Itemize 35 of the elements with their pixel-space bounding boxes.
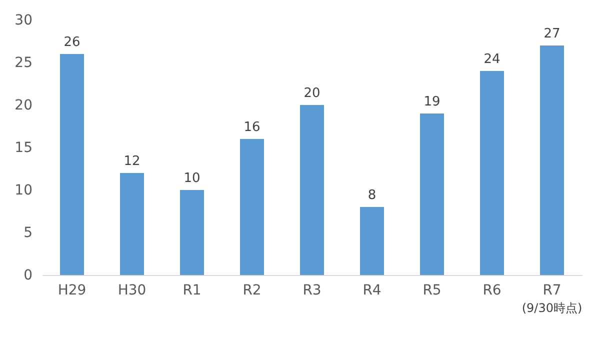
bar [480, 71, 504, 275]
bar [540, 46, 564, 275]
y-tick-label: 10 [14, 182, 32, 198]
bar [360, 207, 384, 275]
x-tick-label: R1 [182, 282, 202, 298]
x-tick-label: R7 [542, 282, 562, 298]
data-label: 10 [184, 171, 200, 186]
y-tick-label: 0 [24, 268, 32, 284]
x-tick-label: R6 [482, 282, 502, 298]
y-tick-label: 5 [24, 225, 32, 241]
data-label: 19 [424, 94, 440, 110]
data-label: 24 [484, 52, 500, 67]
data-label: 27 [544, 26, 560, 42]
x-tick-label: H29 [58, 282, 86, 298]
bar [120, 173, 144, 275]
data-label: 12 [124, 154, 140, 169]
x-tick-label: R5 [422, 282, 442, 298]
x-tick-label: R3 [302, 282, 322, 298]
y-tick-label: 15 [14, 140, 32, 156]
text: (9/30時点) [522, 301, 582, 315]
x-tick-label: H30 [118, 282, 146, 298]
data-label: 8 [368, 188, 376, 203]
bar [420, 114, 444, 275]
data-label: 20 [304, 86, 320, 101]
bar [300, 105, 324, 275]
bar [240, 139, 264, 275]
x-tick-label: R4 [362, 282, 382, 298]
data-label: 16 [244, 120, 260, 135]
x-tick-label: R2 [242, 282, 262, 298]
y-tick-label: 25 [14, 55, 32, 71]
bar [180, 190, 204, 275]
bar [60, 54, 84, 275]
y-tick-label: 20 [14, 98, 32, 114]
data-label: 26 [64, 35, 80, 50]
y-tick-label: 30 [14, 12, 32, 28]
